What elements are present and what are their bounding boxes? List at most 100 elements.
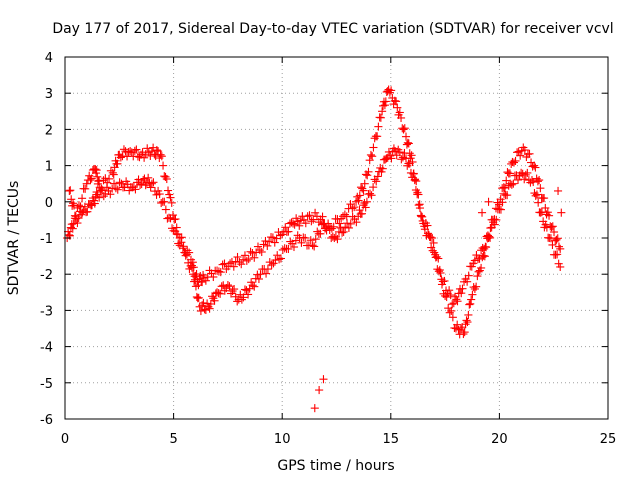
- data-point: [330, 233, 339, 243]
- data-point: [553, 186, 563, 195]
- data-point: [511, 156, 520, 165]
- data-point: [159, 161, 168, 170]
- y-tick-label: -1: [40, 232, 53, 247]
- data-point: [467, 262, 476, 271]
- data-points: [63, 85, 566, 413]
- data-point: [533, 177, 542, 186]
- data-point: [470, 256, 479, 265]
- data-point: [395, 148, 404, 157]
- data-point: [273, 251, 282, 260]
- data-point: [352, 218, 361, 227]
- data-point: [230, 285, 239, 294]
- data-point: [400, 124, 409, 133]
- data-point: [430, 248, 439, 257]
- data-point: [242, 286, 251, 295]
- data-point: [492, 215, 501, 224]
- x-axis-label: GPS time / hours: [277, 458, 394, 474]
- data-point: [552, 235, 561, 244]
- data-point: [265, 237, 274, 246]
- data-point: [130, 146, 139, 155]
- chart-title: Day 177 of 2017, Sidereal Day-to-day VTE…: [52, 21, 613, 37]
- data-point: [240, 251, 250, 260]
- data-point: [359, 186, 368, 195]
- data-point: [541, 203, 550, 213]
- data-point: [342, 219, 352, 228]
- data-point: [553, 234, 562, 243]
- data-point: [134, 175, 143, 184]
- data-point: [87, 174, 96, 183]
- data-point: [157, 198, 166, 208]
- data-point: [365, 189, 375, 198]
- data-point: [64, 230, 74, 240]
- data-point: [372, 177, 381, 186]
- y-axis-label: SDTVAR / TECUs: [6, 181, 22, 296]
- data-point: [78, 194, 87, 203]
- data-point: [531, 163, 540, 172]
- data-point: [92, 166, 101, 175]
- data-point: [308, 241, 317, 250]
- data-point: [162, 174, 171, 184]
- data-point: [518, 169, 527, 178]
- data-point: [166, 193, 175, 202]
- data-point: [509, 158, 519, 167]
- data-point: [284, 244, 293, 254]
- data-point: [499, 183, 508, 192]
- data-point: [441, 291, 450, 300]
- data-point: [505, 169, 514, 178]
- data-point: [198, 278, 207, 287]
- data-point: [181, 251, 190, 260]
- data-point: [66, 186, 75, 195]
- data-point: [381, 97, 390, 106]
- data-point: [268, 233, 277, 242]
- data-point: [196, 306, 205, 316]
- data-point: [309, 215, 318, 224]
- data-point: [239, 255, 248, 264]
- data-point: [93, 190, 102, 199]
- data-point: [548, 240, 557, 249]
- data-point: [486, 233, 495, 242]
- data-point: [248, 281, 257, 290]
- data-point: [336, 223, 345, 232]
- data-point: [350, 203, 359, 212]
- data-point: [239, 293, 248, 302]
- data-point: [378, 164, 387, 173]
- data-point: [212, 288, 222, 297]
- data-point: [411, 185, 420, 195]
- data-point: [532, 190, 541, 199]
- data-point: [335, 219, 344, 228]
- data-point: [427, 243, 436, 252]
- data-point: [535, 176, 544, 185]
- data-point: [146, 183, 155, 192]
- data-point: [91, 169, 101, 178]
- data-point: [377, 167, 386, 176]
- y-tick-label: 4: [45, 51, 53, 66]
- data-point: [295, 221, 304, 230]
- data-point: [458, 284, 467, 293]
- data-point: [477, 263, 486, 273]
- data-point: [250, 253, 259, 262]
- data-point: [360, 179, 369, 188]
- data-point: [113, 159, 122, 168]
- data-point: [484, 197, 493, 206]
- data-point: [132, 145, 141, 154]
- data-point: [419, 219, 428, 228]
- data-point: [65, 186, 74, 195]
- data-point: [305, 211, 314, 220]
- data-point: [116, 153, 125, 162]
- data-point: [105, 174, 114, 183]
- data-point: [395, 108, 404, 117]
- data-point: [346, 219, 355, 228]
- data-point: [556, 244, 565, 253]
- data-point: [109, 179, 119, 188]
- data-point: [409, 169, 418, 178]
- data-point: [338, 228, 347, 237]
- data-point: [324, 222, 333, 231]
- data-point: [523, 168, 532, 177]
- data-point: [557, 208, 566, 217]
- data-point: [363, 171, 372, 180]
- x-tick-label: 10: [274, 432, 291, 447]
- data-point: [468, 290, 477, 299]
- data-point: [462, 316, 471, 325]
- data-point: [229, 262, 238, 271]
